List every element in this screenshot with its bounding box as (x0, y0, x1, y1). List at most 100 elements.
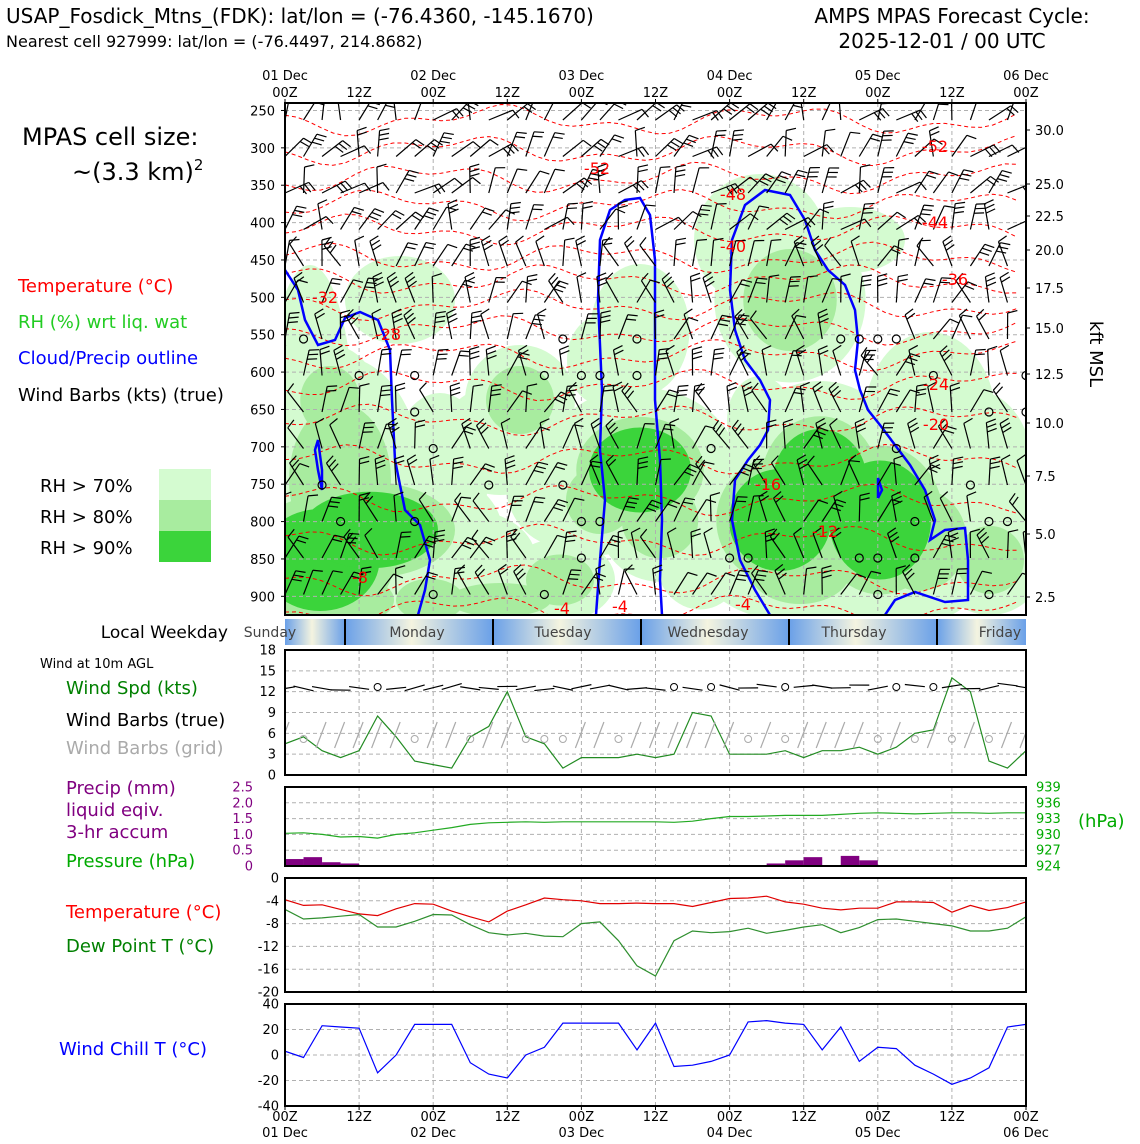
wind-barb-true (442, 684, 462, 690)
wind-barb-feather (451, 392, 461, 395)
kft-tick-label: 30.0 (1035, 124, 1064, 139)
wind-barb-shaft (822, 131, 825, 157)
wind-barb-feather (368, 106, 378, 109)
wind-barb-shaft (563, 103, 582, 120)
weekday-name: Thursday (820, 625, 886, 641)
pressure-tick-label: 400 (250, 217, 275, 232)
wind-speed-label: Wind Spd (kts) (66, 678, 198, 699)
calm-wind-circle-grid (541, 736, 548, 743)
chill-tick-label: 0 (271, 1049, 279, 1064)
wind-barb-feather (517, 132, 527, 133)
wind-barb-feather (1002, 171, 1012, 174)
weekday-name: Sunday (244, 625, 296, 641)
wind-barb-feather (839, 95, 848, 98)
wind-10m-subtitle: Wind at 10m AGL (40, 657, 154, 672)
pressure-tick-label: 800 (250, 516, 275, 531)
wind-barb-feather (326, 390, 336, 391)
wind-barb-feather (375, 209, 384, 213)
wind-barb-feather (327, 386, 337, 387)
wind-barb-feather (839, 91, 848, 94)
wind-barb-shaft (970, 95, 978, 120)
wind-barb-grid (501, 722, 511, 748)
wind-barb-grid (705, 722, 715, 748)
legend-wind: Wind Barbs (kts) (true) (18, 385, 224, 406)
kft-axis-label: kft MSL (1085, 321, 1106, 387)
wind-barb-feather (713, 358, 723, 359)
precip-tick-label: 1.5 (232, 812, 253, 827)
wind-barb-feather (660, 167, 670, 168)
cell-size-value: ~(3.3 km)2 (72, 156, 203, 186)
wind-barb-feather (465, 273, 474, 277)
wind-barb-feather (424, 247, 434, 249)
top-hour-tick-label: 12Z (495, 86, 521, 101)
top-hour-tick-label: 12Z (791, 86, 817, 101)
wind-barb-feather (567, 217, 574, 224)
wind-barb-feather (692, 352, 702, 355)
wind-barb-feather (985, 273, 994, 277)
pressure-tick-label: 550 (250, 329, 275, 344)
wind-barb-shaft (470, 350, 471, 376)
wind-barb-feather (472, 316, 482, 318)
wind-barb-grid (575, 722, 585, 748)
wind-barb-feather (470, 347, 480, 350)
calm-wind-circle-grid (782, 736, 789, 743)
pressure-tick-label: 939 (1036, 781, 1061, 796)
wind-barb-shaft (470, 167, 471, 193)
wind-barb-grid (353, 722, 363, 748)
wind-barb-feather (484, 245, 493, 250)
wind-barb-grid (483, 722, 493, 748)
wind-barb-feather (473, 178, 481, 184)
wind-barb-feather (929, 127, 938, 131)
wind-barb-shaft (943, 242, 952, 266)
wind-barb-shaft (915, 171, 929, 193)
calm-wind-circle-grid (745, 736, 752, 743)
legend-rh70-swatch (159, 469, 211, 500)
wind-barb-feather (409, 170, 419, 173)
wind-barb-feather (984, 200, 993, 204)
top-date-tick-label: 03 Dec (558, 69, 604, 84)
wind-barb-feather (949, 172, 958, 176)
wind-barb-true (405, 685, 425, 691)
wind-barb-feather (442, 137, 452, 139)
wind-barb-feather (555, 169, 565, 171)
wind-barb-feather (470, 351, 480, 354)
wind-barb-grid (816, 722, 826, 748)
wind-barb-feather (715, 135, 725, 136)
wind-barb-shaft (481, 314, 489, 339)
wind-barb-feather (556, 285, 565, 288)
wind-barb-feather (640, 237, 646, 245)
wind-barb-feather (712, 149, 718, 157)
top-hour-tick-label: 12Z (643, 86, 669, 101)
wind-barb-shaft (322, 141, 343, 157)
bottom-date-tick-label: 04 Dec (707, 1126, 753, 1140)
wind-barb-feather (979, 95, 989, 96)
wind-barb-feather (905, 309, 913, 315)
dewpoint-label: Dew Point T (°C) (66, 936, 214, 957)
wind-barb-shaft (395, 386, 396, 412)
weekday-name: Tuesday (534, 625, 592, 641)
top-date-tick-label: 06 Dec (1003, 69, 1049, 84)
wind-barb-shaft (507, 169, 517, 193)
wind-barb-feather (420, 383, 427, 390)
wind-barb-feather (396, 388, 406, 391)
wind-barb-shaft (538, 314, 545, 339)
kft-tick-label: 7.5 (1035, 470, 1056, 485)
wind-barb-feather (930, 131, 939, 135)
wind-barb-feather (1048, 142, 1055, 149)
precip-bar (841, 856, 860, 866)
top-hour-tick-label: 00Z (272, 86, 298, 101)
wind-barb-grid (687, 722, 697, 748)
precip-label: Precip (mm) (66, 778, 176, 799)
wind-barb-feather (638, 170, 648, 172)
wind-barb-shaft (378, 97, 390, 120)
wind-barb-feather (862, 275, 872, 277)
wind-barb-feather (1041, 573, 1050, 576)
wind-barb-feather (448, 318, 457, 322)
wind-barb-feather (667, 145, 676, 150)
temp-label: Temperature (°C) (65, 902, 221, 923)
wind-barb-feather (1030, 239, 1040, 240)
wind-barb-feather (1001, 277, 1010, 282)
wind-barb-feather (734, 130, 744, 131)
wind-barb-feather (437, 359, 447, 360)
